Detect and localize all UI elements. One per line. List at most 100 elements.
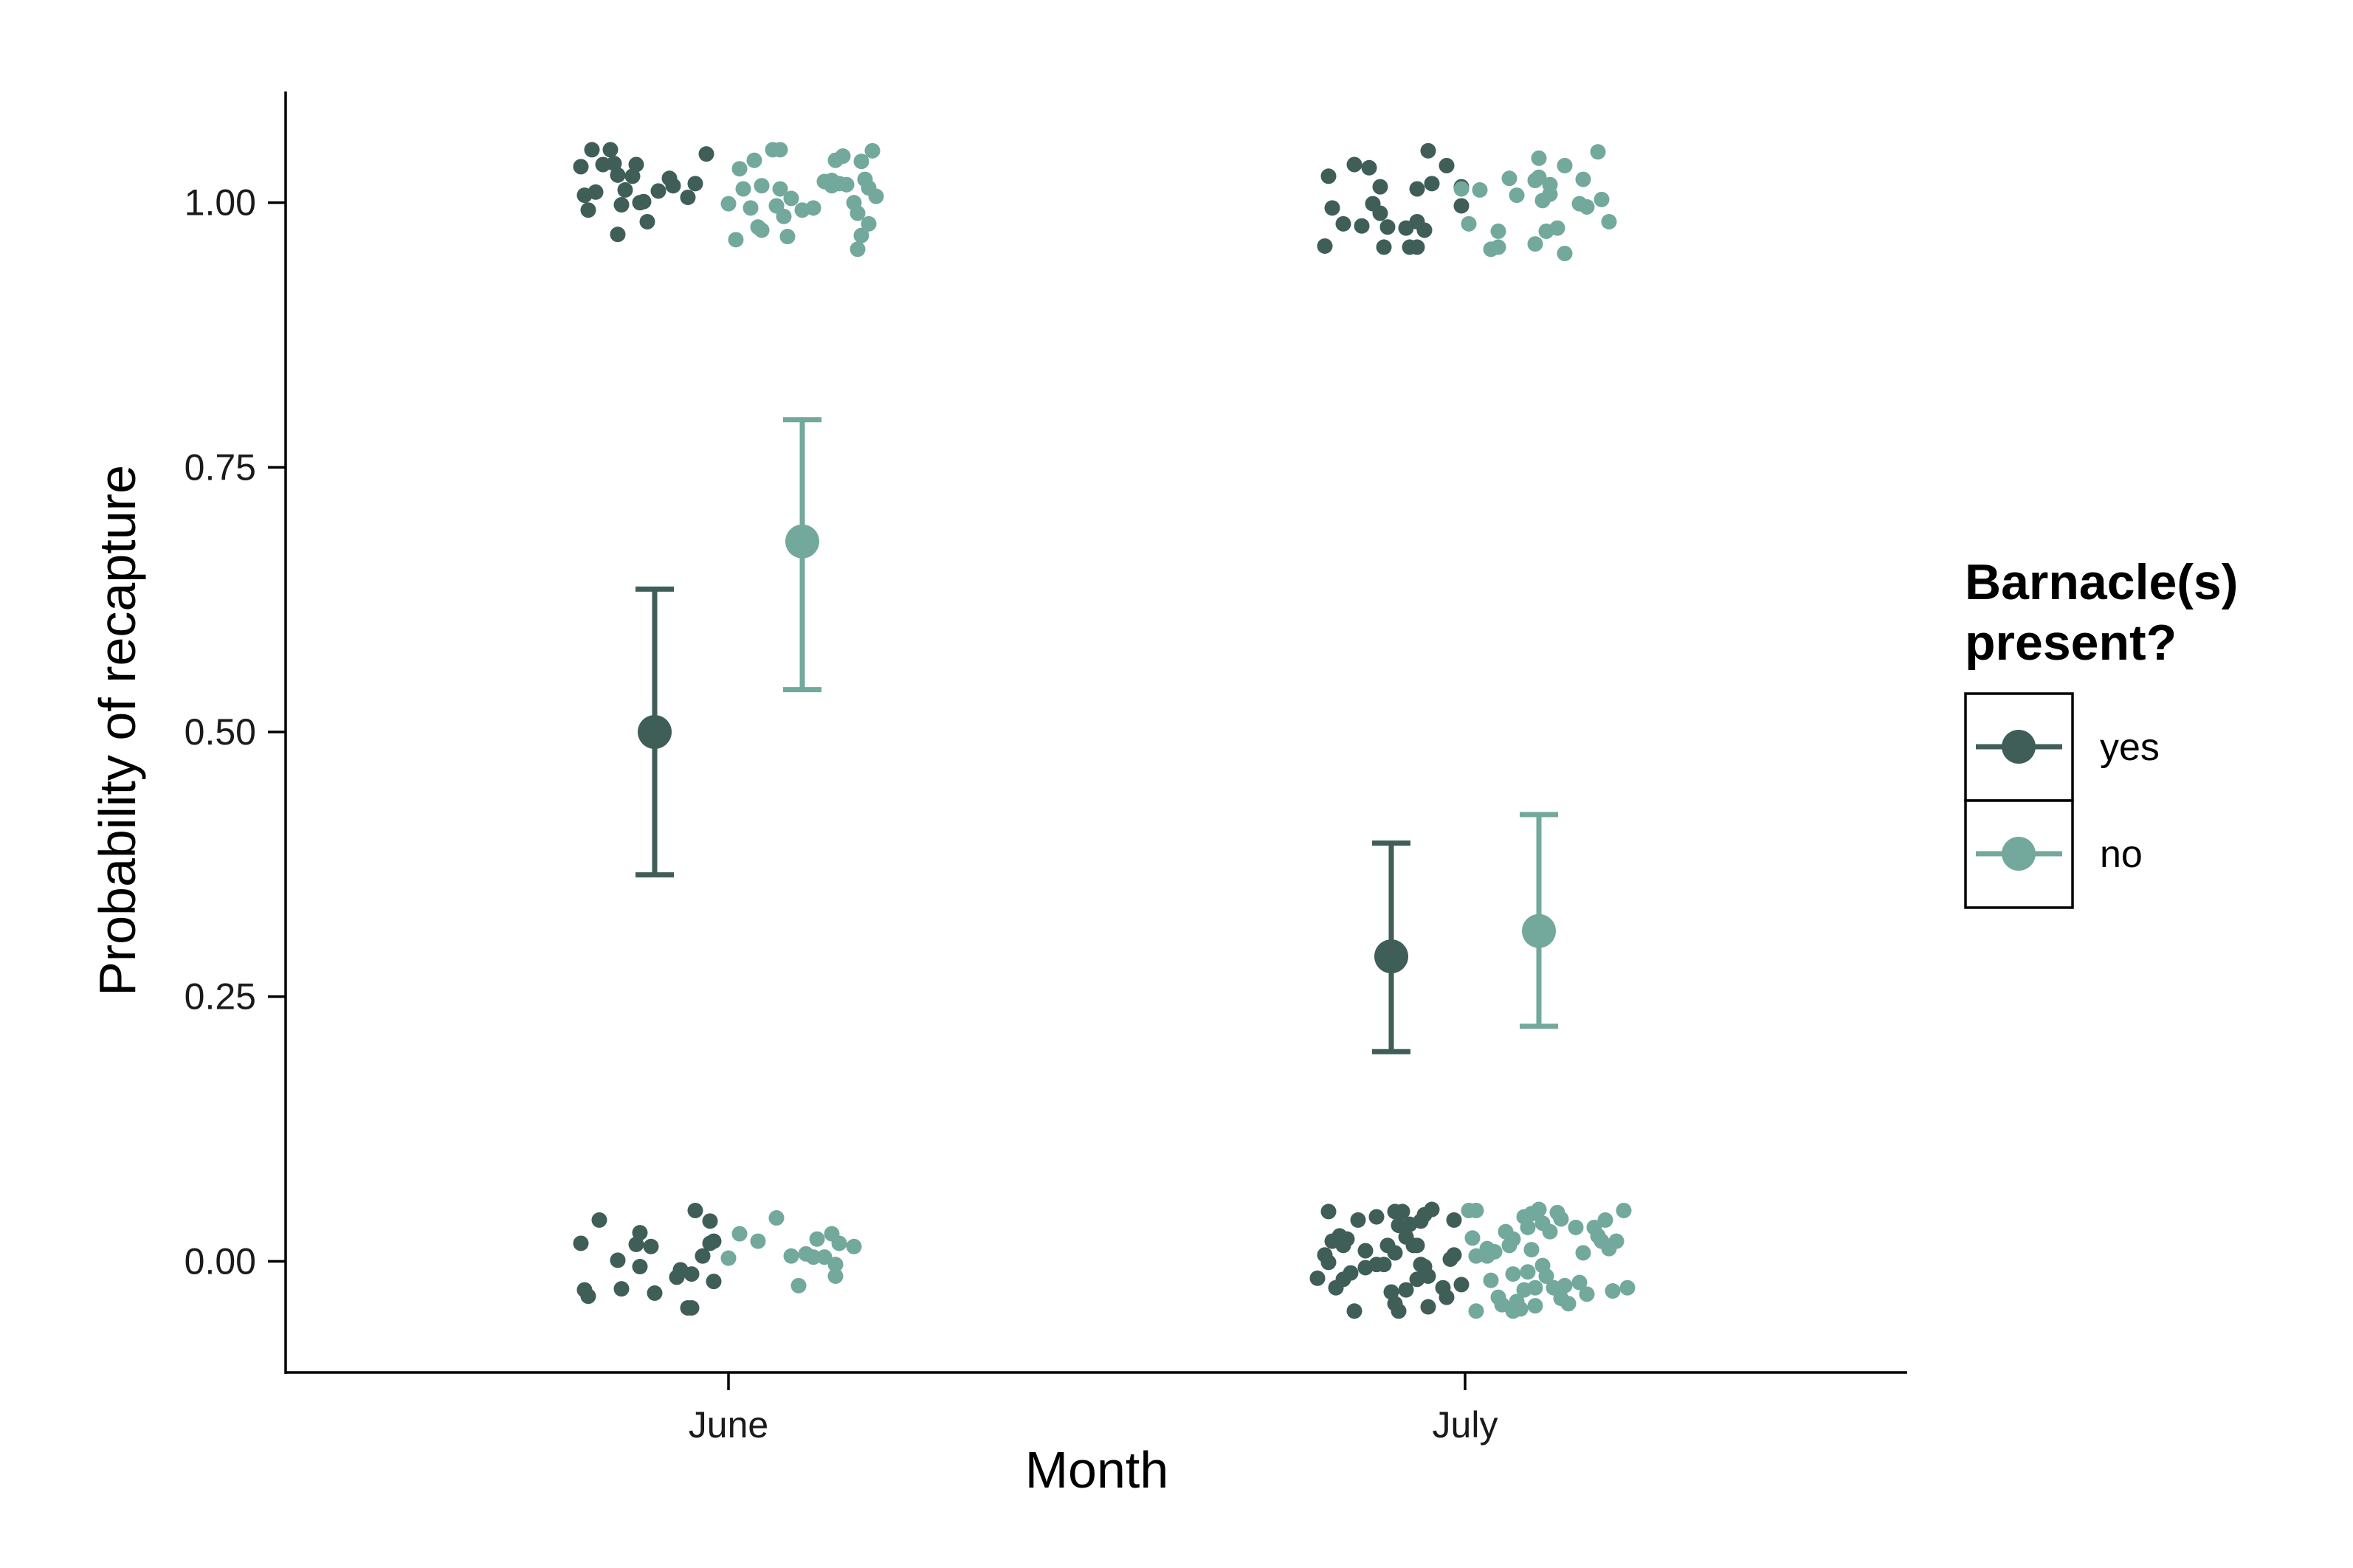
jitter-point-no xyxy=(846,1238,862,1254)
jitter-point-no xyxy=(1557,1277,1573,1294)
jitter-point-yes xyxy=(1391,1303,1407,1319)
jitter-point-yes xyxy=(706,1274,722,1290)
jitter-point-yes xyxy=(683,1299,700,1316)
jitter-point-yes xyxy=(1372,179,1388,195)
jitter-point-yes xyxy=(606,156,622,172)
jitter-point-no xyxy=(731,161,748,177)
jitter-point-yes xyxy=(695,1248,711,1264)
jitter-point-no xyxy=(743,200,759,216)
estimate-point-no xyxy=(785,524,819,559)
jitter-point-no xyxy=(1605,1283,1621,1299)
jitter-point-yes xyxy=(613,1281,630,1297)
jitter-point-no xyxy=(754,222,770,238)
jitter-point-yes xyxy=(702,1213,718,1229)
legend-key-no xyxy=(1976,837,2062,871)
jitter-point-no xyxy=(1575,1245,1591,1261)
y-tick-label: 1.00 xyxy=(185,182,256,224)
jitter-point-yes xyxy=(635,193,652,210)
jitter-point-yes xyxy=(683,1266,700,1282)
jitter-point-yes xyxy=(628,1236,644,1252)
jitter-point-no xyxy=(809,1231,825,1247)
jitter-point-no xyxy=(827,1257,844,1273)
jitter-point-no xyxy=(1509,187,1525,204)
jitter-point-no xyxy=(1468,1202,1484,1218)
jitter-point-yes xyxy=(1324,200,1340,216)
jitter-point-no xyxy=(779,229,796,245)
jitter-point-no xyxy=(1557,246,1573,262)
jitter-point-no xyxy=(1531,150,1547,166)
jitter-point-no xyxy=(864,142,881,159)
jitter-point-yes xyxy=(1346,1303,1362,1319)
legend-key-point-no xyxy=(2002,837,2036,871)
jitter-point-yes xyxy=(1409,181,1425,197)
estimate-point-yes xyxy=(1374,939,1408,974)
jitter-point-yes xyxy=(687,1202,703,1218)
jitter-point-yes xyxy=(1446,1212,1462,1228)
jitter-point-no xyxy=(850,205,866,221)
jitter-point-no xyxy=(1527,1279,1543,1296)
legend-key-yes xyxy=(1976,730,2062,764)
jitter-point-no xyxy=(735,181,751,197)
jitter-point-no xyxy=(1505,1231,1521,1247)
jitter-point-no xyxy=(1560,1296,1577,1312)
jitter-point-yes xyxy=(1420,1299,1436,1315)
jitter-point-no xyxy=(805,200,821,216)
jitter-point-no xyxy=(1505,1266,1521,1282)
jitter-point-no xyxy=(1486,1243,1503,1260)
legend-title-line2: present? xyxy=(1965,615,2177,671)
legend: Barnacle(s) present? yes no xyxy=(1964,554,2238,909)
jitter-point-no xyxy=(1597,1212,1613,1228)
jitter-point-yes xyxy=(1409,1237,1425,1254)
jitter-point-yes xyxy=(1335,215,1351,232)
jitter-point-no xyxy=(1531,1201,1547,1218)
jitter-point-yes xyxy=(613,197,630,213)
jitter-point-no xyxy=(1594,191,1610,207)
jitter-point-no xyxy=(816,1249,833,1265)
jitter-point-yes xyxy=(1424,176,1440,192)
jitter-point-no xyxy=(720,1250,737,1266)
jitter-point-yes xyxy=(580,202,596,218)
jitter-point-no xyxy=(838,176,855,193)
jitter-point-yes xyxy=(1446,1247,1462,1263)
y-axis-title: Probability of recapture xyxy=(89,465,146,996)
jitter-point-no xyxy=(1616,1202,1632,1218)
jitter-point-no xyxy=(1557,157,1573,173)
x-axis-ticks: June July xyxy=(689,1372,1498,1446)
jitter-point-no xyxy=(1512,1301,1529,1317)
jitter-point-yes xyxy=(580,1288,596,1305)
jitter-point-no xyxy=(1461,215,1477,232)
jitter-point-no xyxy=(1571,1274,1588,1291)
x-tick-label: June xyxy=(689,1404,768,1446)
jitter-point-no xyxy=(1575,171,1591,187)
jitter-point-no xyxy=(776,208,792,224)
jitter-point-yes xyxy=(1350,1212,1366,1228)
jitter-point-yes xyxy=(584,142,600,158)
jitter-point-yes xyxy=(1420,142,1436,159)
jitter-point-yes xyxy=(628,156,644,173)
jitter-point-no xyxy=(1483,1272,1499,1288)
jitter-point-no xyxy=(868,188,884,204)
jitter-point-yes xyxy=(1317,238,1333,254)
estimate-layer xyxy=(635,417,1558,1054)
jitter-point-no xyxy=(1590,144,1606,160)
jitter-point-no xyxy=(1542,176,1558,193)
jitter-point-no xyxy=(728,232,744,248)
legend-label-no: no xyxy=(2100,833,2143,876)
jitter-point-no xyxy=(1553,1211,1569,1227)
jitter-layer xyxy=(573,142,1636,1319)
jitter-point-yes xyxy=(1387,1245,1403,1261)
jitter-point-no xyxy=(1468,1303,1484,1319)
jitter-point-yes xyxy=(1339,1231,1355,1247)
jitter-point-no xyxy=(783,190,799,207)
jitter-point-no xyxy=(853,153,869,170)
jitter-point-yes xyxy=(639,213,655,229)
y-tick-label: 0.00 xyxy=(185,1240,256,1282)
y-tick-label: 0.25 xyxy=(185,976,256,1018)
jitter-point-no xyxy=(1601,213,1617,229)
jitter-point-yes xyxy=(610,227,626,243)
x-axis-title: Month xyxy=(1025,1441,1169,1499)
jitter-point-yes xyxy=(1416,222,1433,238)
jitter-point-no xyxy=(1468,1248,1484,1264)
jitter-point-yes xyxy=(588,184,604,200)
jitter-point-yes xyxy=(650,183,666,199)
